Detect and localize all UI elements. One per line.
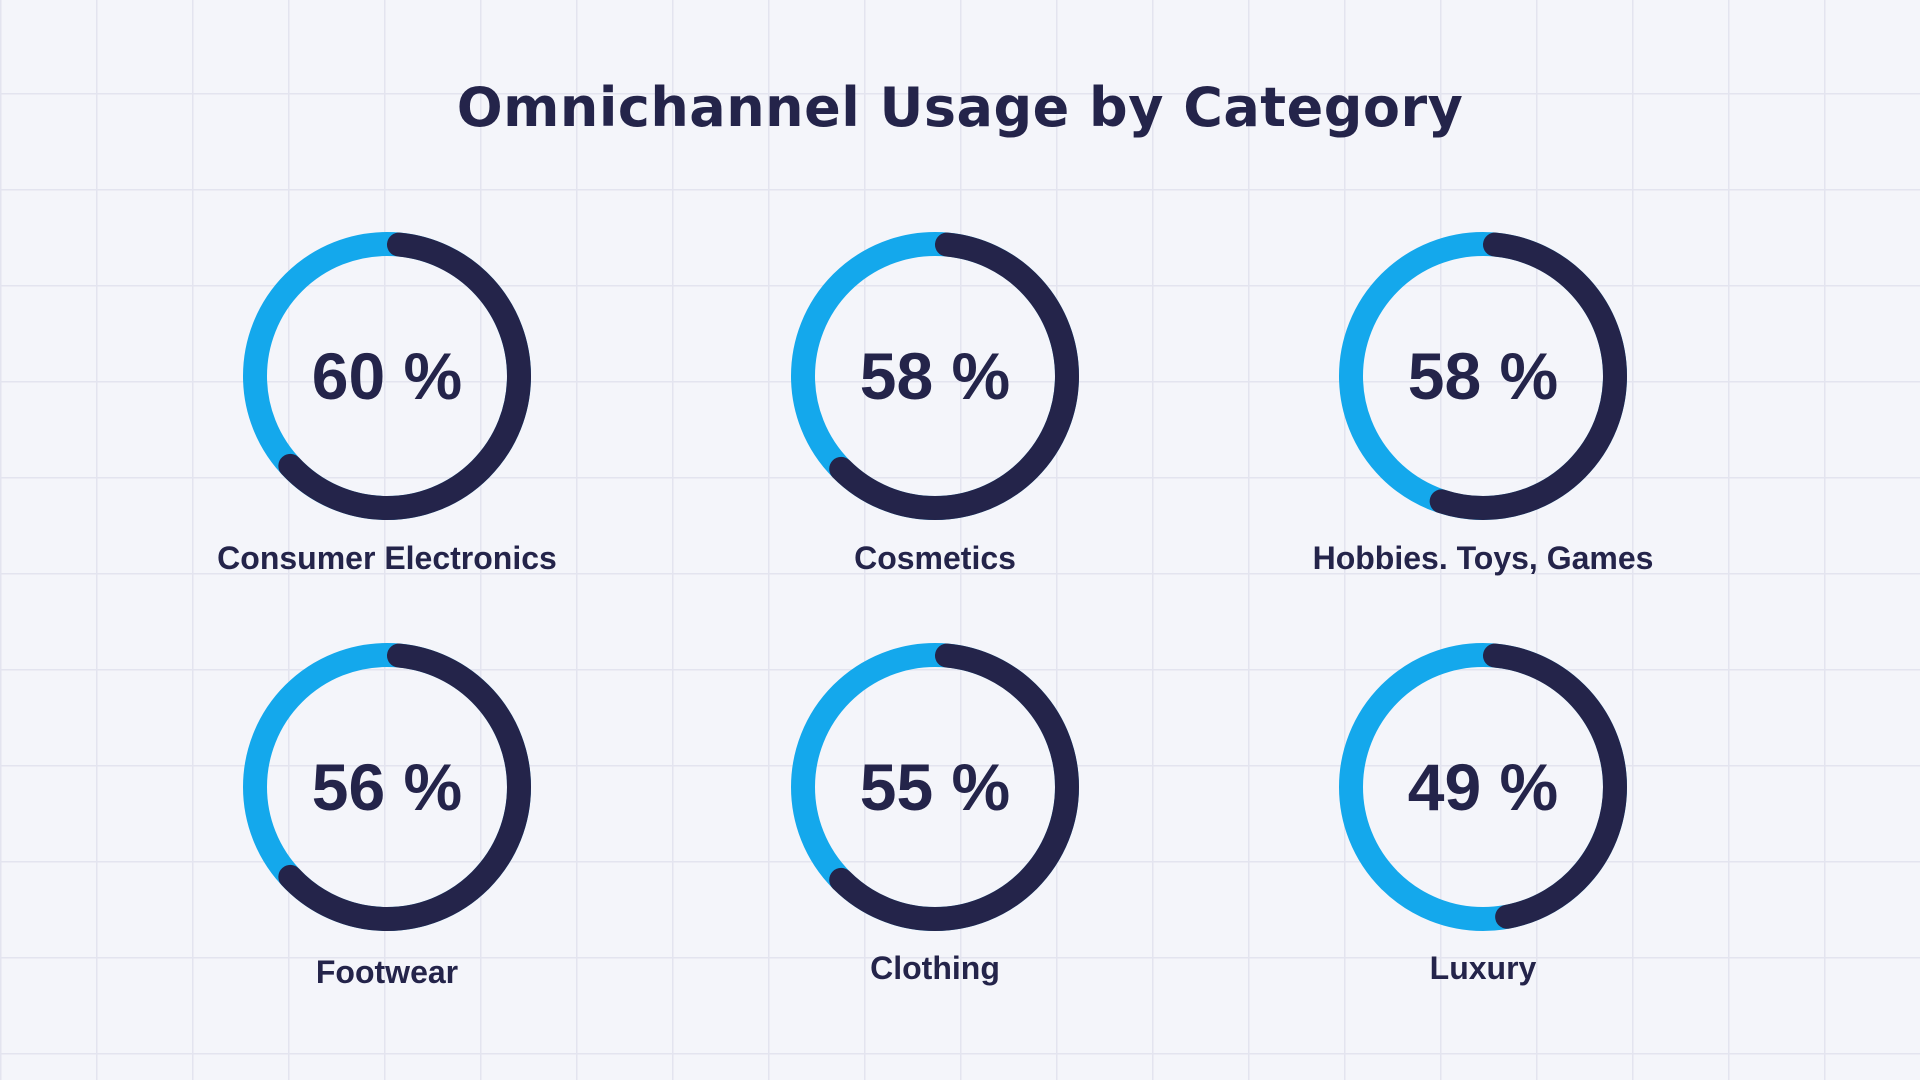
gauge-progress-arc bbox=[243, 643, 531, 931]
chart-title: Omnichannel Usage by Category bbox=[456, 76, 1464, 139]
donut-ring-icon bbox=[791, 232, 1079, 520]
gauge-value: 60 % bbox=[311, 339, 463, 413]
gauge-cosmetics: 58 % Cosmetics bbox=[775, 216, 1095, 616]
gauge-value: 49 % bbox=[1407, 750, 1559, 824]
gauge-label: Footwear bbox=[315, 954, 459, 990]
gauge-progress-arc bbox=[791, 643, 1079, 931]
gauge-value: 56 % bbox=[311, 750, 463, 824]
donut-ring-icon bbox=[243, 643, 531, 931]
gauge-progress-arc bbox=[1339, 232, 1627, 520]
gauge-progress-arc bbox=[1339, 643, 1627, 931]
gauge-label: Consumer Electronics bbox=[217, 540, 557, 576]
gauge-label: Hobbies. Toys, Games bbox=[1312, 540, 1654, 576]
gauge-progress-arc bbox=[791, 232, 1079, 520]
donut-ring-icon bbox=[1339, 232, 1627, 520]
donut-ring-icon bbox=[791, 643, 1079, 931]
gauge-clothing: 55 % Clothing bbox=[775, 627, 1095, 1027]
gauge-label: Luxury bbox=[1429, 950, 1537, 986]
gauge-value: 58 % bbox=[1407, 339, 1559, 413]
gauge-consumer-electronics: 60 % Consumer Electronics bbox=[217, 216, 557, 616]
donut-ring-icon bbox=[1339, 643, 1627, 931]
gauge-hobbies-toys-games: 58 % Hobbies. Toys, Games bbox=[1313, 216, 1653, 616]
gauge-value: 55 % bbox=[859, 750, 1011, 824]
gauge-label: Cosmetics bbox=[854, 540, 1016, 576]
gauge-label: Clothing bbox=[870, 950, 1000, 986]
donut-ring-icon bbox=[243, 232, 531, 520]
gauge-footwear: 56 % Footwear bbox=[227, 627, 547, 1027]
gauge-luxury: 49 % Luxury bbox=[1323, 627, 1643, 1027]
gauge-progress-arc bbox=[243, 232, 531, 520]
gauge-value: 58 % bbox=[859, 339, 1011, 413]
